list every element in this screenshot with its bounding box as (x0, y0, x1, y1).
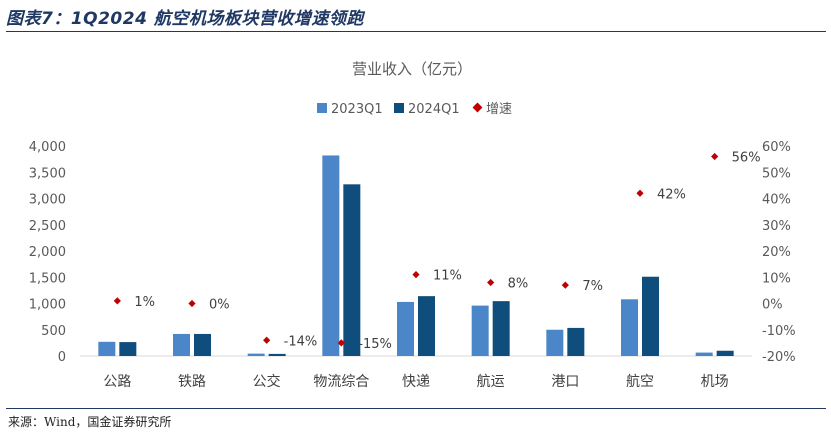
category-label: 快递 (402, 374, 430, 390)
right-tick-label: 50% (762, 166, 791, 181)
growth-marker (337, 339, 345, 347)
growth-marker (636, 189, 644, 197)
growth-data-label: 56% (732, 151, 761, 166)
left-tick-label: 0 (58, 350, 66, 365)
bar-2024q1 (268, 353, 286, 356)
left-tick-label: 3,500 (29, 166, 66, 181)
right-axis: -20% -10% 0% 10% 20% 30% 40% 50% 60% (762, 140, 796, 365)
left-tick-label: 3,000 (29, 193, 66, 208)
growth-data-label: -14% (284, 334, 318, 349)
legend-label-2023q1: 2023Q1 (331, 102, 383, 117)
revenue-chart: 营业收入（亿元） 2023Q1 2024Q1 增速 0 500 1,000 1,500… (29, 60, 796, 390)
category-label: 铁路 (178, 374, 206, 390)
bar-2023q1 (621, 299, 638, 356)
left-tick-label: 1,500 (29, 271, 66, 286)
bar-2024q1 (343, 184, 361, 356)
bar-2024q1 (492, 301, 510, 356)
legend-swatch-2024q1 (394, 103, 404, 113)
growth-data-label: 1% (134, 295, 155, 310)
bar-2023q1 (247, 353, 265, 356)
title-rule (6, 31, 826, 32)
category-label: 机场 (701, 374, 729, 390)
growth-data-label: -15% (358, 337, 392, 352)
growth-marker (711, 152, 719, 161)
category-label: 航空 (626, 374, 654, 390)
bar-2023q1 (397, 301, 414, 356)
right-tick-label: 40% (762, 193, 791, 208)
source-rule (6, 408, 826, 409)
left-axis: 0 500 1,000 1,500 2,000 2,500 3,000 3,500 4,000 (29, 140, 66, 365)
legend-swatch-2023q1 (317, 103, 327, 113)
category-label: 公交 (253, 373, 281, 390)
bar-2024q1 (119, 342, 137, 356)
bar-series (98, 155, 734, 356)
growth-marker (561, 281, 569, 289)
right-tick-label: -20% (762, 350, 796, 365)
legend-marker-growth (472, 102, 483, 113)
growth-marker (412, 271, 420, 279)
right-tick-label: 0% (762, 298, 783, 313)
bar-2023q1 (173, 333, 190, 356)
left-tick-label: 2,500 (29, 219, 66, 234)
bar-2024q1 (194, 333, 211, 356)
category-label: 物流综合 (313, 374, 369, 390)
growth-data-label: 11% (433, 269, 462, 284)
legend-label-2024q1: 2024Q1 (408, 102, 460, 117)
growth-marker (188, 299, 196, 308)
left-tick-label: 2,000 (29, 245, 66, 260)
right-tick-label: 60% (762, 140, 791, 155)
category-label: 港口 (551, 374, 579, 390)
category-labels: 公路 铁路 公交 物流综合 快递 航运 港口 航空 机场 (103, 373, 728, 390)
chart-title: 营业收入（亿元） (352, 60, 472, 78)
bar-2023q1 (471, 305, 489, 356)
right-tick-label: -10% (762, 324, 796, 339)
bar-2024q1 (418, 296, 435, 356)
legend: 2023Q1 2024Q1 增速 (317, 102, 512, 117)
bar-2024q1 (642, 276, 659, 356)
growth-marker (113, 297, 121, 305)
bar-2024q1 (716, 350, 734, 356)
growth-series: 1% 0% -14% -15% 11% 8% 7% 42% 56% (113, 151, 761, 352)
category-label: 公路 (103, 374, 131, 390)
left-tick-label: 500 (41, 324, 66, 339)
growth-marker (487, 278, 495, 287)
growth-data-label: 8% (508, 277, 529, 292)
bar-2023q1 (98, 341, 116, 356)
category-label: 航运 (477, 374, 505, 390)
growth-data-label: 0% (209, 298, 230, 313)
bar-2024q1 (567, 327, 585, 356)
figure-title: 图表7：1Q2024 航空机场板块营收增速领跑 (6, 9, 364, 29)
bar-2023q1 (695, 352, 713, 356)
left-tick-label: 4,000 (29, 140, 66, 155)
bar-2023q1 (322, 155, 340, 356)
left-tick-label: 1,000 (29, 298, 66, 313)
legend-label-growth: 增速 (486, 102, 512, 117)
growth-data-label: 42% (657, 187, 686, 202)
source-note: 来源：Wind，国金证券研究所 (8, 415, 172, 429)
right-tick-label: 30% (762, 219, 791, 234)
right-tick-label: 20% (762, 245, 791, 260)
growth-data-label: 7% (582, 279, 603, 294)
bar-2023q1 (546, 329, 564, 356)
growth-marker (263, 336, 271, 344)
right-tick-label: 10% (762, 271, 791, 286)
